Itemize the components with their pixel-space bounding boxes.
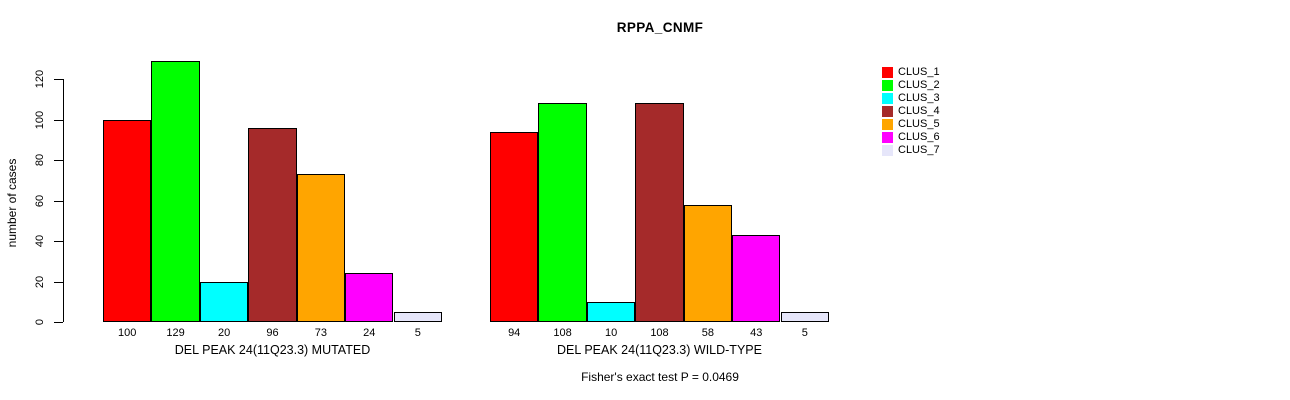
legend-label-clus_2: CLUS_2 bbox=[898, 79, 940, 91]
y-axis-label: number of cases bbox=[5, 158, 19, 248]
bar-value-label-mutated: 5 bbox=[414, 327, 421, 339]
legend-swatch-clus_1 bbox=[882, 66, 893, 78]
bar-clus_1-wild-type bbox=[490, 131, 539, 322]
bar-clus_7-mutated bbox=[393, 311, 442, 322]
bar-value-label-wild-type: 43 bbox=[750, 327, 763, 339]
legend-label-clus_6: CLUS_6 bbox=[898, 131, 940, 143]
bar-clus_3-mutated bbox=[199, 281, 249, 322]
legend-swatch-clus_7 bbox=[882, 144, 893, 156]
bar-clus_6-mutated bbox=[345, 273, 394, 322]
bar-clus_4-wild-type bbox=[635, 103, 684, 322]
legend-label-clus_7: CLUS_7 bbox=[898, 144, 940, 156]
bar-value-label-wild-type: 10 bbox=[604, 327, 618, 339]
bar-value-label-mutated: 73 bbox=[314, 327, 327, 339]
y-axis-tick-label: 60 bbox=[34, 194, 46, 207]
legend-swatch-clus_4 bbox=[882, 105, 893, 117]
bar-clus_1-mutated bbox=[103, 119, 152, 322]
y-axis-tick bbox=[54, 160, 63, 162]
legend-label-clus_4: CLUS_4 bbox=[898, 105, 940, 117]
bar-clus_3-wild-type bbox=[586, 301, 636, 323]
bar-clus_2-wild-type bbox=[538, 103, 587, 322]
y-axis-tick-label: 100 bbox=[34, 110, 46, 129]
y-axis-line bbox=[63, 79, 65, 322]
y-axis-tick-label: 80 bbox=[34, 153, 46, 167]
legend-label-clus_3: CLUS_3 bbox=[898, 92, 940, 104]
bar-value-label-mutated: 24 bbox=[363, 327, 376, 339]
bar-clus_5-wild-type bbox=[683, 204, 733, 322]
bar-value-label-wild-type: 58 bbox=[701, 327, 714, 339]
y-axis-tick bbox=[54, 281, 63, 283]
y-axis-tick-label: 20 bbox=[34, 275, 46, 288]
y-axis-tick bbox=[54, 200, 63, 202]
y-axis-tick bbox=[54, 322, 63, 324]
annotation-text: Fisher's exact test P = 0.0469 bbox=[581, 370, 739, 384]
bar-value-label-wild-type: 108 bbox=[553, 327, 572, 339]
bar-value-label-mutated: 129 bbox=[166, 327, 185, 339]
legend-swatch-clus_5 bbox=[882, 118, 893, 130]
y-axis-tick-label: 40 bbox=[34, 234, 46, 248]
bar-clus_6-wild-type bbox=[732, 234, 781, 322]
y-axis-tick bbox=[54, 119, 63, 121]
bar-value-label-wild-type: 94 bbox=[508, 327, 521, 339]
bar-value-label-mutated: 20 bbox=[217, 327, 231, 339]
group-label-mutated: DEL PEAK 24(11Q23.3) MUTATED bbox=[174, 343, 371, 357]
legend-label-clus_5: CLUS_5 bbox=[898, 118, 940, 130]
bar-value-label-wild-type: 108 bbox=[650, 327, 669, 339]
legend-label-clus_1: CLUS_1 bbox=[898, 66, 940, 78]
bar-value-label-wild-type: 5 bbox=[801, 327, 808, 339]
y-axis-tick bbox=[54, 79, 63, 81]
bar-value-label-mutated: 96 bbox=[266, 327, 279, 339]
y-axis-tick-label: 120 bbox=[34, 69, 46, 89]
chart-title: RPPA_CNMF bbox=[616, 20, 704, 35]
bar-clus_2-mutated bbox=[151, 60, 200, 322]
legend-swatch-clus_2 bbox=[882, 79, 893, 91]
bar-clus_4-mutated bbox=[248, 127, 297, 322]
bar-clus_7-wild-type bbox=[780, 311, 829, 322]
group-label-wild-type: DEL PEAK 24(11Q23.3) WILD-TYPE bbox=[557, 343, 762, 357]
bar-clus_5-mutated bbox=[296, 174, 346, 322]
y-axis-tick bbox=[54, 241, 63, 243]
y-axis-tick-label: 0 bbox=[34, 318, 46, 326]
legend-swatch-clus_3 bbox=[882, 92, 893, 104]
bar-value-label-mutated: 100 bbox=[118, 327, 137, 339]
legend-swatch-clus_6 bbox=[882, 131, 893, 143]
